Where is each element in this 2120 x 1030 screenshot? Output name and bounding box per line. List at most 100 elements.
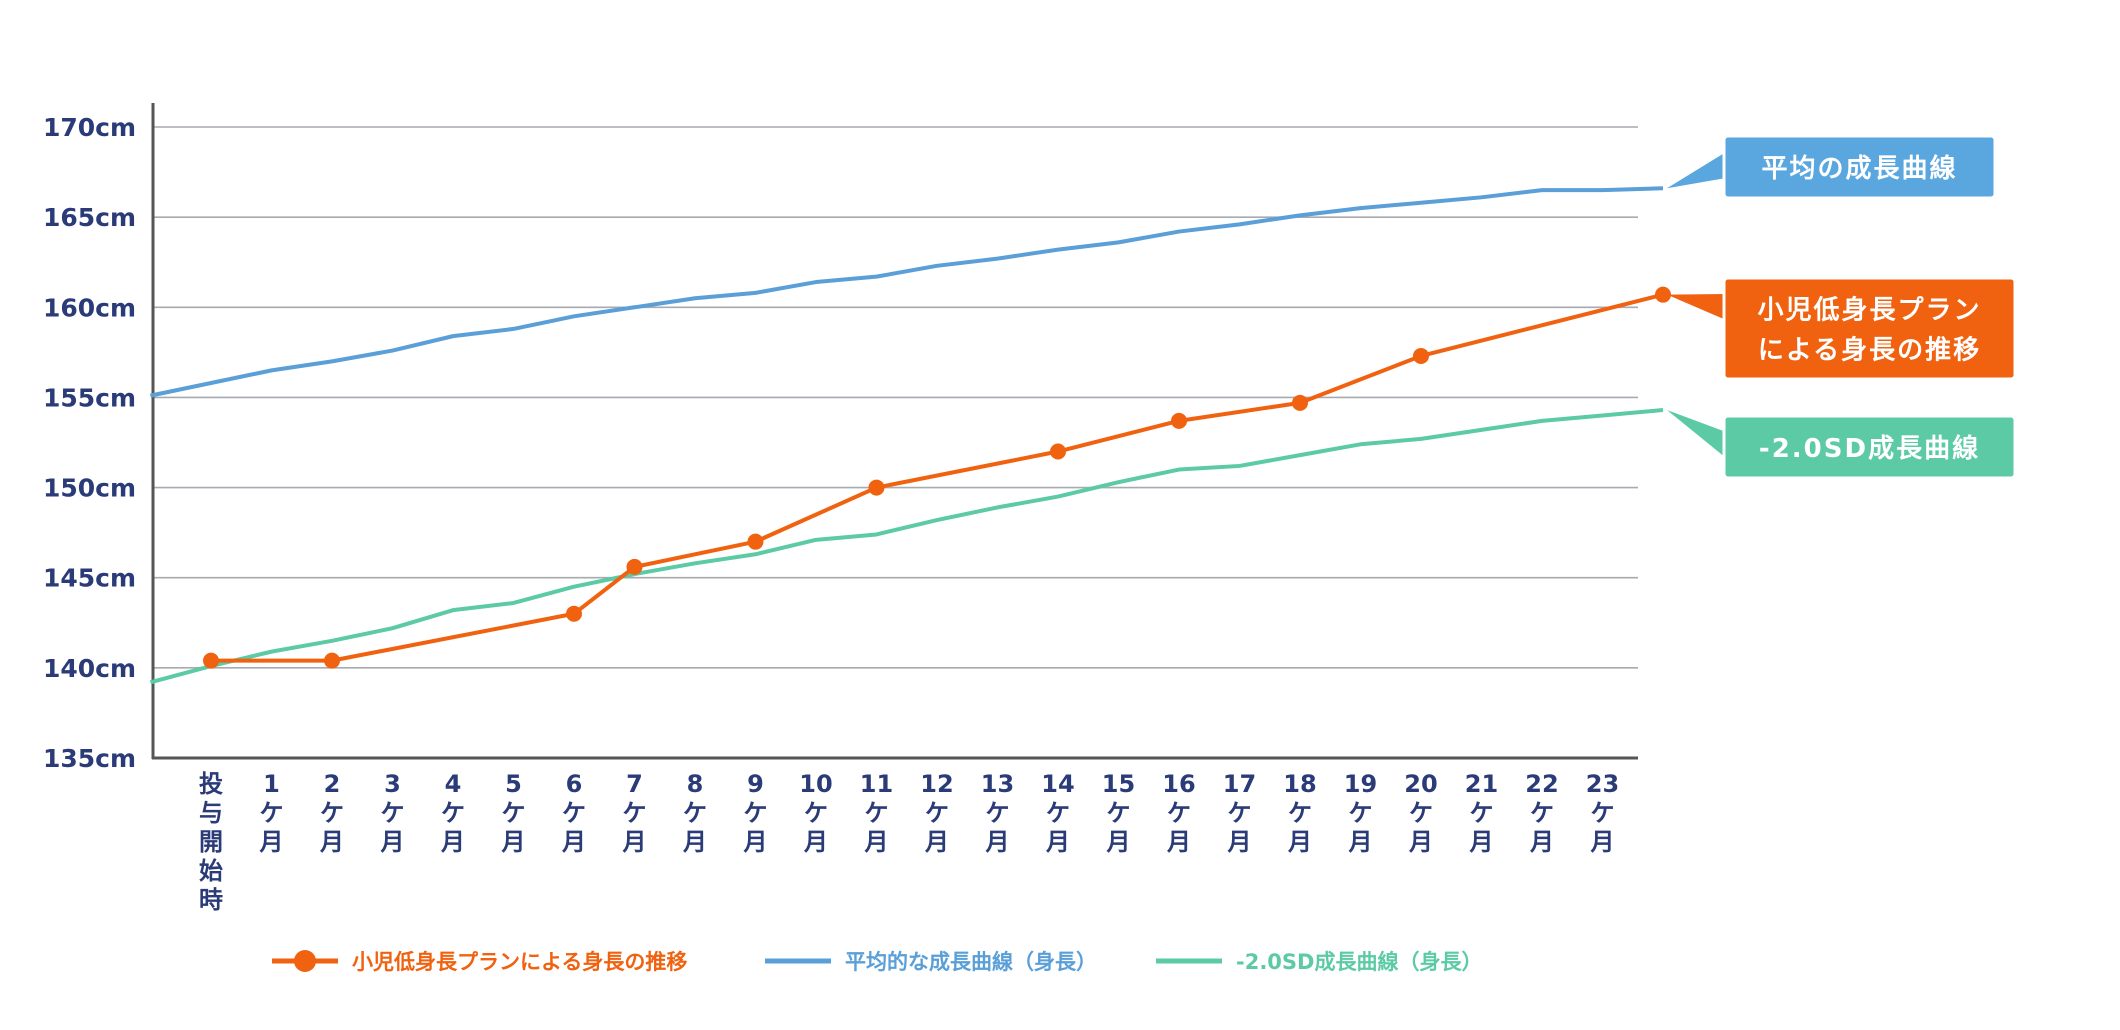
- x-tick-char: 月: [1166, 828, 1191, 856]
- legend-label: 平均的な成長曲線（身長）: [845, 950, 1097, 974]
- x-tick-char: 19: [1344, 770, 1377, 798]
- x-tick-char: 3: [384, 770, 401, 798]
- y-axis: 135cm 140cm 145cm 150cm 155cm 160cm 165cm 170cm: [43, 103, 1638, 773]
- x-tick-char: 16: [1162, 770, 1195, 798]
- x-tick-char: ケ: [441, 799, 465, 827]
- y-tick-label: 155cm: [43, 383, 136, 412]
- data-point: [566, 605, 582, 622]
- y-tick-label: 145cm: [43, 564, 136, 593]
- x-tick-char: ケ: [562, 799, 586, 827]
- callout-2: -2.0SD成長曲線: [1667, 410, 2017, 480]
- callout-0: 平均の成長曲線: [1667, 134, 1997, 200]
- callout-1: 小児低身長プランによる身長の推移: [1667, 276, 2017, 381]
- x-axis: 投与開始時1ケ月2ケ月3ケ月4ケ月5ケ月6ケ月7ケ月8ケ月9ケ月10ケ月11ケ月…: [199, 770, 1619, 914]
- x-tick-char: 13: [981, 770, 1014, 798]
- legend: 小児低身長プランによる身長の推移 平均的な成長曲線（身長） -2.0SD成長曲線（身…: [272, 950, 1482, 974]
- x-tick-char: 15: [1102, 770, 1135, 798]
- series-line-2: [149, 408, 1664, 685]
- x-tick-label: 9ケ月: [743, 770, 768, 856]
- legend-item-2: -2.0SD成長曲線（身長）: [1156, 950, 1482, 974]
- data-point: [747, 533, 764, 550]
- x-tick-char: 21: [1465, 770, 1498, 798]
- x-tick-char: 10: [799, 770, 832, 798]
- series-layer: [149, 186, 1671, 685]
- x-tick-char: 23: [1586, 770, 1619, 798]
- x-tick-char: ケ: [1288, 799, 1312, 827]
- x-tick-char: 2: [324, 770, 341, 798]
- x-tick-char: ケ: [1591, 799, 1615, 827]
- y-tick-label: 135cm: [43, 744, 136, 773]
- callout-pointer: [1667, 294, 1726, 320]
- x-tick-char: 月: [1045, 828, 1070, 856]
- data-point: [1655, 286, 1671, 303]
- x-tick-char: 開: [199, 828, 223, 856]
- callout-box: [1722, 134, 1997, 200]
- callout-box: [1722, 276, 2017, 381]
- legend-item-0: 小児低身長プランによる身長の推移: [272, 950, 687, 974]
- y-tick-label: 160cm: [43, 293, 136, 322]
- x-tick-label: 4ケ月: [440, 770, 465, 856]
- x-tick-char: 7: [626, 770, 643, 798]
- x-tick-char: 月: [803, 828, 828, 856]
- x-tick-label: 2ケ月: [319, 770, 344, 856]
- y-tick-label: 150cm: [43, 474, 136, 503]
- x-tick-char: 月: [1529, 828, 1554, 856]
- x-tick-char: ケ: [1228, 799, 1252, 827]
- x-tick-char: 月: [1348, 828, 1373, 856]
- x-tick-char: 月: [622, 828, 647, 856]
- x-tick-char: 月: [1106, 828, 1131, 856]
- data-point: [868, 479, 885, 496]
- series-line-0: [150, 186, 1664, 398]
- x-tick-char: 5: [505, 770, 522, 798]
- x-tick-char: 14: [1041, 770, 1074, 798]
- callout-pointer: [1667, 152, 1726, 189]
- x-tick-char: 月: [985, 828, 1010, 856]
- x-tick-label: 3ケ月: [380, 770, 405, 856]
- x-tick-char: 月: [259, 828, 284, 856]
- x-tick-label: 7ケ月: [622, 770, 647, 856]
- x-tick-char: ケ: [1046, 799, 1070, 827]
- x-tick-char: 月: [501, 828, 526, 856]
- x-tick-char: 17: [1223, 770, 1256, 798]
- x-tick-char: 月: [1408, 828, 1433, 856]
- x-tick-char: 月: [1227, 828, 1252, 856]
- x-tick-char: 18: [1283, 770, 1316, 798]
- x-tick-char: 月: [743, 828, 768, 856]
- x-tick-char: ケ: [744, 799, 768, 827]
- x-tick-char: 月: [924, 828, 949, 856]
- x-tick-label: 1ケ月: [259, 770, 284, 856]
- y-tick-label: 170cm: [43, 113, 136, 142]
- y-tick-label: 165cm: [43, 203, 136, 232]
- legend-label: -2.0SD成長曲線（身長）: [1236, 950, 1482, 974]
- callout-box: [1722, 414, 2017, 480]
- x-tick-char: 月: [1287, 828, 1312, 856]
- x-tick-char: 11: [860, 770, 893, 798]
- x-tick-char: 9: [747, 770, 764, 798]
- x-tick-char: ケ: [865, 799, 889, 827]
- series-line-1: [211, 292, 1664, 663]
- x-tick-char: 月: [319, 828, 344, 856]
- x-tick-char: 月: [440, 828, 465, 856]
- x-tick-char: 投: [199, 770, 223, 798]
- x-tick-char: ケ: [1349, 799, 1373, 827]
- x-tick-char: ケ: [683, 799, 707, 827]
- x-tick-label: 5ケ月: [501, 770, 526, 856]
- x-tick-char: ケ: [1530, 799, 1554, 827]
- x-tick-char: 月: [682, 828, 707, 856]
- x-tick-char: 月: [380, 828, 405, 856]
- x-tick-char: 時: [199, 886, 223, 914]
- x-tick-char: 与: [199, 799, 223, 827]
